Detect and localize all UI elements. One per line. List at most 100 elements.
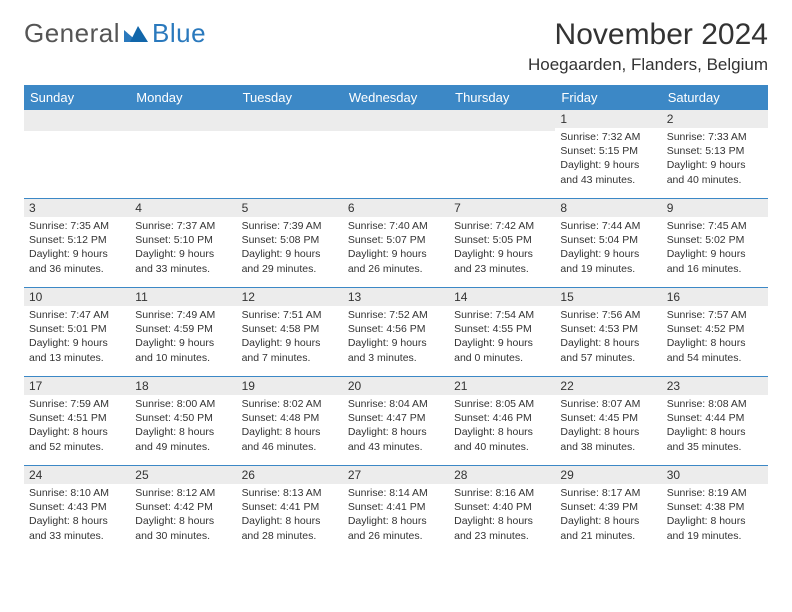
daylight-text: Daylight: 9 hours and 16 minutes. <box>667 247 763 275</box>
sunrise-text: Sunrise: 7:51 AM <box>242 308 338 322</box>
calendar-cell: 15Sunrise: 7:56 AMSunset: 4:53 PMDayligh… <box>555 288 661 377</box>
calendar-cell: 20Sunrise: 8:04 AMSunset: 4:47 PMDayligh… <box>343 377 449 466</box>
sunrise-text: Sunrise: 7:37 AM <box>135 219 231 233</box>
calendar-cell: 23Sunrise: 8:08 AMSunset: 4:44 PMDayligh… <box>662 377 768 466</box>
daylight-text: Daylight: 9 hours and 43 minutes. <box>560 158 656 186</box>
calendar-cell: 29Sunrise: 8:17 AMSunset: 4:39 PMDayligh… <box>555 466 661 555</box>
sunrise-text: Sunrise: 7:33 AM <box>667 130 763 144</box>
day-info: Sunrise: 7:39 AMSunset: 5:08 PMDaylight:… <box>237 217 343 280</box>
calendar-cell <box>237 110 343 199</box>
day-info: Sunrise: 8:07 AMSunset: 4:45 PMDaylight:… <box>555 395 661 458</box>
sunset-text: Sunset: 4:52 PM <box>667 322 763 336</box>
sunrise-text: Sunrise: 7:45 AM <box>667 219 763 233</box>
daylight-text: Daylight: 8 hours and 28 minutes. <box>242 514 338 542</box>
calendar-cell: 10Sunrise: 7:47 AMSunset: 5:01 PMDayligh… <box>24 288 130 377</box>
calendar-cell: 30Sunrise: 8:19 AMSunset: 4:38 PMDayligh… <box>662 466 768 555</box>
sunrise-text: Sunrise: 7:42 AM <box>454 219 550 233</box>
day-number: 1 <box>555 110 661 128</box>
calendar-cell: 16Sunrise: 7:57 AMSunset: 4:52 PMDayligh… <box>662 288 768 377</box>
sunset-text: Sunset: 5:12 PM <box>29 233 125 247</box>
day-info: Sunrise: 7:33 AMSunset: 5:13 PMDaylight:… <box>662 128 768 191</box>
calendar-cell: 25Sunrise: 8:12 AMSunset: 4:42 PMDayligh… <box>130 466 236 555</box>
day-number: 20 <box>343 377 449 395</box>
col-monday: Monday <box>130 85 236 110</box>
day-number: 14 <box>449 288 555 306</box>
calendar-cell: 22Sunrise: 8:07 AMSunset: 4:45 PMDayligh… <box>555 377 661 466</box>
calendar-row: 1Sunrise: 7:32 AMSunset: 5:15 PMDaylight… <box>24 110 768 199</box>
sunrise-text: Sunrise: 7:57 AM <box>667 308 763 322</box>
col-saturday: Saturday <box>662 85 768 110</box>
day-number <box>237 110 343 131</box>
sunrise-text: Sunrise: 7:44 AM <box>560 219 656 233</box>
day-number: 23 <box>662 377 768 395</box>
sunset-text: Sunset: 4:48 PM <box>242 411 338 425</box>
day-number: 16 <box>662 288 768 306</box>
calendar-cell: 19Sunrise: 8:02 AMSunset: 4:48 PMDayligh… <box>237 377 343 466</box>
calendar-row: 3Sunrise: 7:35 AMSunset: 5:12 PMDaylight… <box>24 199 768 288</box>
logo-word-2: Blue <box>152 18 206 49</box>
sunset-text: Sunset: 4:39 PM <box>560 500 656 514</box>
day-info: Sunrise: 7:32 AMSunset: 5:15 PMDaylight:… <box>555 128 661 191</box>
daylight-text: Daylight: 8 hours and 30 minutes. <box>135 514 231 542</box>
sunset-text: Sunset: 4:40 PM <box>454 500 550 514</box>
col-wednesday: Wednesday <box>343 85 449 110</box>
calendar-cell: 14Sunrise: 7:54 AMSunset: 4:55 PMDayligh… <box>449 288 555 377</box>
sunset-text: Sunset: 4:58 PM <box>242 322 338 336</box>
sunset-text: Sunset: 5:04 PM <box>560 233 656 247</box>
daylight-text: Daylight: 8 hours and 35 minutes. <box>667 425 763 453</box>
day-info: Sunrise: 8:13 AMSunset: 4:41 PMDaylight:… <box>237 484 343 547</box>
sunset-text: Sunset: 5:02 PM <box>667 233 763 247</box>
day-info: Sunrise: 8:08 AMSunset: 4:44 PMDaylight:… <box>662 395 768 458</box>
sunrise-text: Sunrise: 8:02 AM <box>242 397 338 411</box>
sunset-text: Sunset: 5:05 PM <box>454 233 550 247</box>
calendar-row: 17Sunrise: 7:59 AMSunset: 4:51 PMDayligh… <box>24 377 768 466</box>
day-number: 26 <box>237 466 343 484</box>
day-number: 10 <box>24 288 130 306</box>
logo: General Blue <box>24 18 206 49</box>
day-number: 4 <box>130 199 236 217</box>
sunrise-text: Sunrise: 8:08 AM <box>667 397 763 411</box>
calendar-cell: 17Sunrise: 7:59 AMSunset: 4:51 PMDayligh… <box>24 377 130 466</box>
sunrise-text: Sunrise: 8:10 AM <box>29 486 125 500</box>
sunrise-text: Sunrise: 7:56 AM <box>560 308 656 322</box>
day-number: 19 <box>237 377 343 395</box>
day-info: Sunrise: 7:56 AMSunset: 4:53 PMDaylight:… <box>555 306 661 369</box>
sunrise-text: Sunrise: 8:00 AM <box>135 397 231 411</box>
calendar-cell: 1Sunrise: 7:32 AMSunset: 5:15 PMDaylight… <box>555 110 661 199</box>
day-number <box>130 110 236 131</box>
sunrise-text: Sunrise: 7:54 AM <box>454 308 550 322</box>
daylight-text: Daylight: 8 hours and 33 minutes. <box>29 514 125 542</box>
sunrise-text: Sunrise: 8:16 AM <box>454 486 550 500</box>
calendar-cell: 2Sunrise: 7:33 AMSunset: 5:13 PMDaylight… <box>662 110 768 199</box>
sunrise-text: Sunrise: 7:39 AM <box>242 219 338 233</box>
sunset-text: Sunset: 4:59 PM <box>135 322 231 336</box>
sunset-text: Sunset: 4:53 PM <box>560 322 656 336</box>
daylight-text: Daylight: 9 hours and 26 minutes. <box>348 247 444 275</box>
day-info: Sunrise: 8:00 AMSunset: 4:50 PMDaylight:… <box>130 395 236 458</box>
sunrise-text: Sunrise: 8:05 AM <box>454 397 550 411</box>
day-info: Sunrise: 7:49 AMSunset: 4:59 PMDaylight:… <box>130 306 236 369</box>
logo-word-1: General <box>24 18 120 49</box>
calendar-cell <box>130 110 236 199</box>
day-number: 21 <box>449 377 555 395</box>
sunrise-text: Sunrise: 8:04 AM <box>348 397 444 411</box>
day-number: 17 <box>24 377 130 395</box>
sunset-text: Sunset: 5:01 PM <box>29 322 125 336</box>
sunset-text: Sunset: 5:15 PM <box>560 144 656 158</box>
calendar-cell: 21Sunrise: 8:05 AMSunset: 4:46 PMDayligh… <box>449 377 555 466</box>
day-info: Sunrise: 8:16 AMSunset: 4:40 PMDaylight:… <box>449 484 555 547</box>
calendar-cell: 12Sunrise: 7:51 AMSunset: 4:58 PMDayligh… <box>237 288 343 377</box>
sunrise-text: Sunrise: 7:32 AM <box>560 130 656 144</box>
sunset-text: Sunset: 4:55 PM <box>454 322 550 336</box>
calendar-cell: 24Sunrise: 8:10 AMSunset: 4:43 PMDayligh… <box>24 466 130 555</box>
sunset-text: Sunset: 4:46 PM <box>454 411 550 425</box>
calendar-cell: 18Sunrise: 8:00 AMSunset: 4:50 PMDayligh… <box>130 377 236 466</box>
sunset-text: Sunset: 4:41 PM <box>348 500 444 514</box>
day-number: 11 <box>130 288 236 306</box>
day-info: Sunrise: 8:19 AMSunset: 4:38 PMDaylight:… <box>662 484 768 547</box>
day-info: Sunrise: 7:35 AMSunset: 5:12 PMDaylight:… <box>24 217 130 280</box>
day-info: Sunrise: 7:51 AMSunset: 4:58 PMDaylight:… <box>237 306 343 369</box>
day-info: Sunrise: 8:12 AMSunset: 4:42 PMDaylight:… <box>130 484 236 547</box>
sunset-text: Sunset: 4:42 PM <box>135 500 231 514</box>
day-number: 18 <box>130 377 236 395</box>
